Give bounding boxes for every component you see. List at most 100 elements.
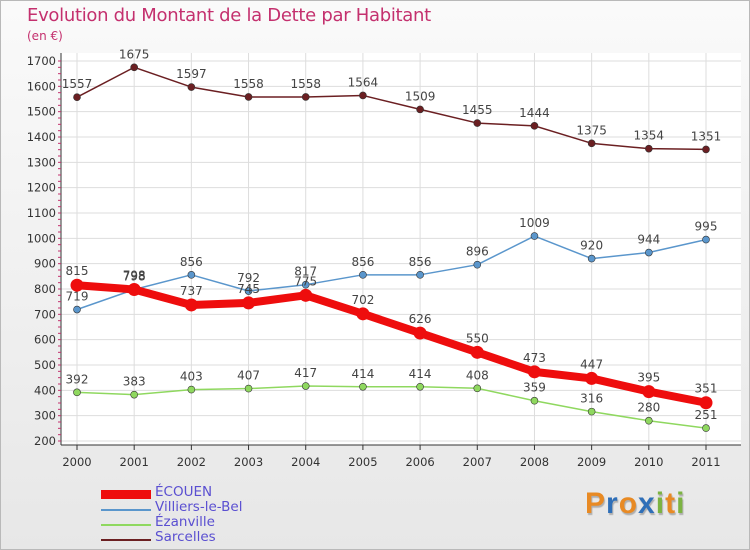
data-point-sarcelles: [587, 139, 596, 148]
data-label-ecouen: 798: [123, 269, 146, 283]
data-label-sarcelles: 1558: [290, 77, 321, 91]
x-tick-label: 2001: [120, 455, 149, 469]
data-point-ezanville: [73, 388, 81, 397]
data-label-ezanville: 414: [351, 367, 374, 381]
data-label-villiers-le-bel: 856: [351, 255, 374, 269]
data-point-sarcelles: [244, 93, 253, 101]
x-tick-label: 2002: [177, 455, 206, 469]
data-point-ezanville: [587, 407, 596, 416]
data-label-ezanville: 408: [466, 368, 489, 382]
x-tick-label: 2007: [463, 455, 492, 469]
data-point-ezanville: [530, 396, 539, 405]
legend-item: Sarcelles: [101, 529, 361, 546]
y-tick-label: 900: [34, 257, 56, 271]
data-point-ecouen: [299, 288, 313, 302]
chart-unit: (en €): [27, 29, 63, 43]
data-point-sarcelles: [187, 83, 196, 91]
y-tick-label: 1400: [27, 130, 56, 144]
data-point-sarcelles: [301, 93, 310, 101]
y-tick-label: 800: [34, 282, 56, 296]
data-label-ezanville: 251: [695, 408, 718, 422]
x-tick-label: 2010: [634, 455, 663, 469]
data-point-ezanville: [244, 384, 253, 393]
data-label-villiers-le-bel: 920: [580, 239, 603, 253]
data-label-ezanville: 316: [580, 392, 603, 406]
data-label-ezanville: 414: [409, 367, 432, 381]
data-label-ezanville: 392: [66, 372, 89, 386]
y-tick-label: 1600: [27, 79, 56, 93]
data-point-villiers-le-bel: [530, 232, 539, 240]
logo-letter: t: [665, 487, 677, 520]
data-label-sarcelles: 1509: [405, 89, 436, 103]
y-tick-label: 1000: [27, 231, 56, 245]
data-label-ecouen: 447: [580, 357, 603, 371]
data-point-sarcelles: [473, 119, 482, 127]
data-point-ezanville: [187, 385, 196, 394]
legend-label: Villiers-le-Bel: [155, 499, 243, 515]
x-tick-label: 2000: [62, 455, 91, 469]
data-label-villiers-le-bel: 896: [466, 245, 489, 259]
x-tick-label: 2006: [405, 455, 434, 469]
data-point-villiers-le-bel: [244, 287, 253, 295]
y-tick-label: 600: [34, 333, 56, 347]
data-label-villiers-le-bel: 856: [180, 255, 203, 269]
data-label-ecouen: 473: [523, 351, 546, 365]
x-tick-label: 2009: [577, 455, 606, 469]
series-line-ecouen: [76, 281, 707, 407]
legend-label: ÉCOUEN: [155, 484, 213, 500]
data-label-sarcelles: 1558: [233, 77, 264, 91]
data-label-ecouen: 702: [351, 293, 374, 307]
data-point-ecouen: [356, 307, 370, 321]
logo-letter: o: [618, 487, 639, 520]
y-tick-label: 1300: [27, 155, 56, 169]
data-point-sarcelles: [645, 144, 653, 153]
x-tick-label: 2003: [234, 455, 263, 469]
data-point-sarcelles: [130, 63, 138, 72]
legend-item: ÉCOUEN: [101, 484, 361, 501]
y-tick-label: 1700: [27, 54, 56, 68]
logo-letter: i: [676, 487, 686, 520]
y-tick-label: 400: [34, 383, 56, 397]
data-point-villiers-le-bel: [473, 260, 482, 269]
data-label-ezanville: 417: [294, 366, 317, 380]
proxiti-logo: Proxiti: [585, 487, 685, 521]
data-point-villiers-le-bel: [702, 235, 710, 244]
data-label-sarcelles: 1557: [62, 77, 93, 91]
data-point-ecouen: [184, 298, 198, 312]
data-label-ecouen: 737: [180, 284, 203, 298]
data-label-sarcelles: 1444: [519, 106, 550, 120]
data-label-ecouen: 550: [466, 331, 489, 345]
data-point-ecouen: [127, 283, 141, 297]
data-label-villiers-le-bel: 719: [66, 290, 89, 304]
data-point-ecouen: [642, 385, 656, 399]
y-tick-label: 1500: [27, 105, 56, 119]
series-line-sarcelles: [76, 66, 707, 151]
data-point-ecouen: [242, 296, 256, 310]
data-point-villiers-le-bel: [416, 271, 424, 279]
y-tick-label: 1200: [27, 181, 56, 195]
data-label-villiers-le-bel: 944: [637, 233, 660, 247]
legend-label: Ézanville: [155, 514, 215, 530]
data-label-sarcelles: 1354: [634, 129, 665, 143]
data-label-ezanville: 383: [123, 375, 146, 389]
data-point-villiers-le-bel: [187, 271, 196, 279]
data-label-ecouen: 745: [237, 282, 260, 296]
data-label-ezanville: 403: [180, 370, 203, 384]
y-tick-label: 700: [34, 307, 56, 321]
data-label-sarcelles: 1455: [462, 103, 493, 117]
plot-area: [61, 53, 741, 445]
logo-letter: P: [585, 487, 607, 520]
data-label-ecouen: 775: [294, 274, 317, 288]
x-tick-label: 2005: [348, 455, 377, 469]
data-label-villiers-le-bel: 995: [695, 220, 718, 234]
y-tick-label: 200: [34, 434, 56, 448]
data-label-sarcelles: 1375: [576, 123, 607, 137]
data-label-ezanville: 359: [523, 381, 546, 395]
legend-swatch: [101, 509, 151, 511]
chart-title: Evolution du Montant de la Dette par Hab…: [27, 5, 431, 26]
legend-item: Ézanville: [101, 514, 361, 531]
data-label-villiers-le-bel: 856: [409, 255, 432, 269]
data-label-sarcelles: 1351: [691, 129, 722, 143]
legend-label: Sarcelles: [155, 529, 216, 545]
